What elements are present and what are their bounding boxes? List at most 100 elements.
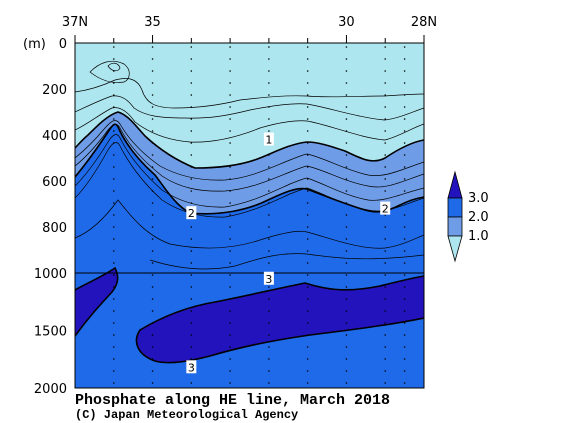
station-dot: [112, 94, 115, 96]
station-dot: [151, 118, 154, 120]
station-dot: [268, 334, 270, 336]
legend-swatch-3: [447, 197, 463, 218]
station-dot: [345, 130, 348, 132]
station-dot: [306, 346, 309, 348]
station-dot: [151, 106, 154, 108]
station-dot: [306, 358, 309, 360]
chart-title: Phosphate along HE line, March 2018: [75, 392, 390, 409]
station-dot: [384, 226, 387, 228]
station-dot: [190, 250, 193, 252]
station-dot: [403, 118, 406, 120]
station-dot: [190, 118, 193, 120]
station-dot: [151, 322, 154, 324]
station-dot: [345, 370, 348, 372]
station-dot: [384, 106, 387, 108]
station-dot: [151, 166, 154, 168]
station-dot: [306, 322, 309, 324]
chart-credit: (C) Japan Meteorological Agency: [75, 408, 298, 422]
station-dot: [345, 286, 348, 288]
station-dot: [112, 214, 115, 216]
station-dot: [229, 250, 231, 252]
station-dot: [229, 262, 231, 264]
station-dot: [151, 178, 154, 180]
station-dot: [384, 58, 387, 60]
station-dot: [345, 274, 348, 276]
station-dot: [229, 298, 231, 300]
contour-label-bg: [263, 271, 274, 285]
station-dot: [384, 250, 387, 252]
station-dot: [403, 334, 406, 336]
station-dot: [345, 70, 348, 72]
contour-line-3b: [135, 275, 424, 364]
station-dot: [190, 322, 193, 324]
station-dot: [345, 298, 348, 300]
station-dot: [403, 214, 406, 216]
station-dot: [190, 310, 193, 312]
station-dot: [112, 298, 115, 300]
station-dot: [403, 202, 406, 204]
station-dot: [345, 322, 348, 324]
station-dot: [403, 154, 406, 156]
station-dot: [190, 130, 193, 132]
station-dot: [403, 250, 406, 252]
contour-line: [149, 253, 424, 270]
contour-labels: 1 2 2 3 3: [186, 132, 391, 374]
station-dot: [151, 370, 154, 372]
station-dot: [268, 370, 270, 372]
station-dot: [306, 94, 309, 96]
x-tick-label: 35: [144, 15, 161, 30]
station-dot: [190, 298, 193, 300]
station-dot: [112, 106, 115, 108]
station-dot: [268, 298, 270, 300]
station-dot: [306, 310, 309, 312]
station-dot: [403, 82, 406, 84]
station-dot: [112, 310, 115, 312]
station-dot: [345, 334, 348, 336]
station-dot: [112, 250, 115, 252]
station-dot: [229, 70, 231, 72]
station-dot: [190, 166, 193, 168]
station-dot: [403, 238, 406, 240]
station-dot: [306, 214, 309, 216]
station-dot: [403, 346, 406, 348]
contour-line-1: [75, 111, 424, 169]
x-tick-label: 28N: [411, 15, 437, 30]
station-dot: [229, 94, 231, 96]
station-dot: [112, 202, 115, 204]
station-dot: [190, 46, 193, 48]
station-dot: [345, 202, 348, 204]
station-dot: [345, 118, 348, 120]
station-dot: [345, 346, 348, 348]
station-dot: [345, 82, 348, 84]
contour-line: [75, 95, 424, 121]
station-dot: [151, 358, 154, 360]
station-dot: [268, 178, 270, 180]
station-dot: [306, 298, 309, 300]
y-tick-label: 0: [59, 37, 67, 52]
station-dot: [229, 226, 231, 228]
station-dot: [403, 58, 406, 60]
station-dot: [229, 322, 231, 324]
station-dot: [151, 94, 154, 96]
station-dot: [112, 142, 115, 144]
station-dot: [229, 166, 231, 168]
legend-label-2: 2.0: [468, 210, 489, 225]
station-dot: [384, 238, 387, 240]
station-dot: [229, 142, 231, 144]
station-dot: [403, 322, 406, 324]
station-dot: [190, 334, 193, 336]
station-dot: [112, 322, 115, 324]
station-dot: [403, 262, 406, 264]
station-dot: [306, 370, 309, 372]
station-dot: [112, 370, 115, 372]
station-dot: [190, 58, 193, 60]
station-dot: [229, 106, 231, 108]
x-tick-label: 30: [338, 15, 355, 30]
contour-label-bg: [380, 201, 391, 215]
station-dot: [112, 274, 115, 276]
station-dot: [403, 358, 406, 360]
station-dot: [112, 262, 115, 264]
station-dot: [190, 82, 193, 84]
station-dot: [229, 58, 231, 60]
legend-label-3: 3.0: [468, 191, 489, 206]
